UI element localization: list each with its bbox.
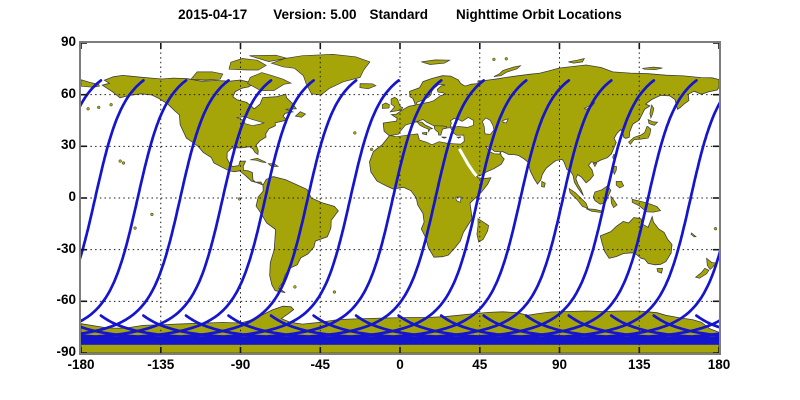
small-island bbox=[332, 290, 337, 294]
continent bbox=[369, 64, 719, 258]
polar-orbit-band bbox=[81, 338, 719, 345]
small-island bbox=[369, 147, 374, 152]
continent bbox=[599, 215, 673, 266]
title-mode: Standard bbox=[369, 7, 429, 22]
small-island bbox=[504, 57, 508, 61]
island bbox=[690, 232, 697, 238]
small-island bbox=[118, 159, 122, 163]
orbit-track bbox=[142, 79, 486, 340]
island bbox=[456, 136, 462, 139]
island bbox=[694, 267, 710, 279]
island bbox=[250, 157, 267, 163]
island bbox=[628, 126, 652, 145]
y-tick-label: 60 bbox=[60, 85, 76, 101]
x-tick-label: -135 bbox=[147, 357, 175, 372]
small-island bbox=[713, 227, 718, 231]
island bbox=[433, 125, 448, 136]
orbit-track bbox=[439, 250, 719, 340]
island bbox=[421, 132, 428, 136]
small-island bbox=[97, 105, 101, 110]
small-island bbox=[353, 131, 357, 135]
small-island bbox=[492, 57, 496, 62]
x-tick-label: 180 bbox=[707, 357, 731, 372]
small-island bbox=[150, 212, 154, 217]
y-tick-label: 30 bbox=[60, 137, 76, 153]
title-version: Version: 5.00 bbox=[273, 7, 357, 22]
y-tick-label: 90 bbox=[60, 34, 76, 49]
orbit-track bbox=[184, 79, 528, 340]
island bbox=[568, 57, 585, 64]
small-island bbox=[121, 161, 126, 165]
island bbox=[493, 65, 522, 77]
island bbox=[568, 187, 589, 209]
small-island bbox=[293, 285, 297, 289]
island bbox=[294, 111, 307, 118]
island bbox=[647, 119, 659, 126]
island bbox=[706, 257, 717, 271]
island bbox=[249, 54, 287, 62]
small-island bbox=[109, 103, 113, 107]
orbit-track bbox=[99, 79, 443, 340]
lake bbox=[481, 117, 495, 135]
island bbox=[270, 54, 371, 96]
island bbox=[413, 121, 434, 133]
orbit-track bbox=[482, 314, 719, 340]
x-tick-label: -90 bbox=[230, 357, 251, 372]
plot-title: 2015-04-17 Version: 5.00 Standard Nighttime… bbox=[0, 7, 800, 22]
island bbox=[441, 136, 447, 139]
small-island bbox=[133, 226, 137, 230]
x-tick-label: 0 bbox=[396, 357, 404, 372]
island bbox=[656, 267, 664, 274]
island bbox=[228, 58, 267, 71]
island bbox=[610, 195, 618, 209]
orbit-track bbox=[81, 79, 230, 336]
orbit-track bbox=[227, 79, 571, 340]
x-tick-label: 135 bbox=[627, 357, 651, 372]
title-date: 2015-04-17 bbox=[178, 7, 248, 22]
x-tick-label: -180 bbox=[67, 357, 95, 372]
orbit-track bbox=[81, 79, 400, 340]
title-plot-name: Nighttime Orbit Locations bbox=[456, 7, 622, 22]
orbit-track bbox=[354, 79, 698, 340]
y-tick-label: -30 bbox=[56, 240, 76, 256]
orbit-track bbox=[397, 101, 719, 340]
lake bbox=[458, 148, 478, 178]
world-map-canvas bbox=[81, 43, 719, 353]
island bbox=[649, 104, 655, 120]
small-island bbox=[86, 107, 90, 111]
y-tick-label: 0 bbox=[68, 189, 76, 204]
island bbox=[421, 59, 451, 65]
orbit-track bbox=[81, 79, 188, 323]
lake bbox=[502, 118, 509, 124]
continent bbox=[255, 176, 339, 293]
island bbox=[359, 83, 377, 90]
plot-frame bbox=[79, 41, 721, 355]
y-tick-label: -90 bbox=[56, 344, 76, 359]
island bbox=[190, 71, 224, 81]
orbit-track bbox=[81, 79, 273, 339]
orbit-track bbox=[81, 79, 315, 340]
x-tick-label: 90 bbox=[551, 357, 568, 372]
orbit-track bbox=[81, 79, 358, 340]
island bbox=[641, 66, 663, 71]
x-tick-label: 45 bbox=[472, 357, 488, 372]
island bbox=[592, 162, 598, 168]
island bbox=[541, 180, 546, 188]
island bbox=[381, 102, 390, 109]
y-tick-label: -60 bbox=[56, 292, 76, 308]
orbit-track bbox=[269, 79, 613, 340]
island bbox=[389, 96, 404, 113]
island bbox=[615, 180, 625, 189]
orbit-track bbox=[81, 79, 145, 260]
x-tick-label: -45 bbox=[310, 357, 330, 372]
orbit-track bbox=[312, 79, 656, 340]
